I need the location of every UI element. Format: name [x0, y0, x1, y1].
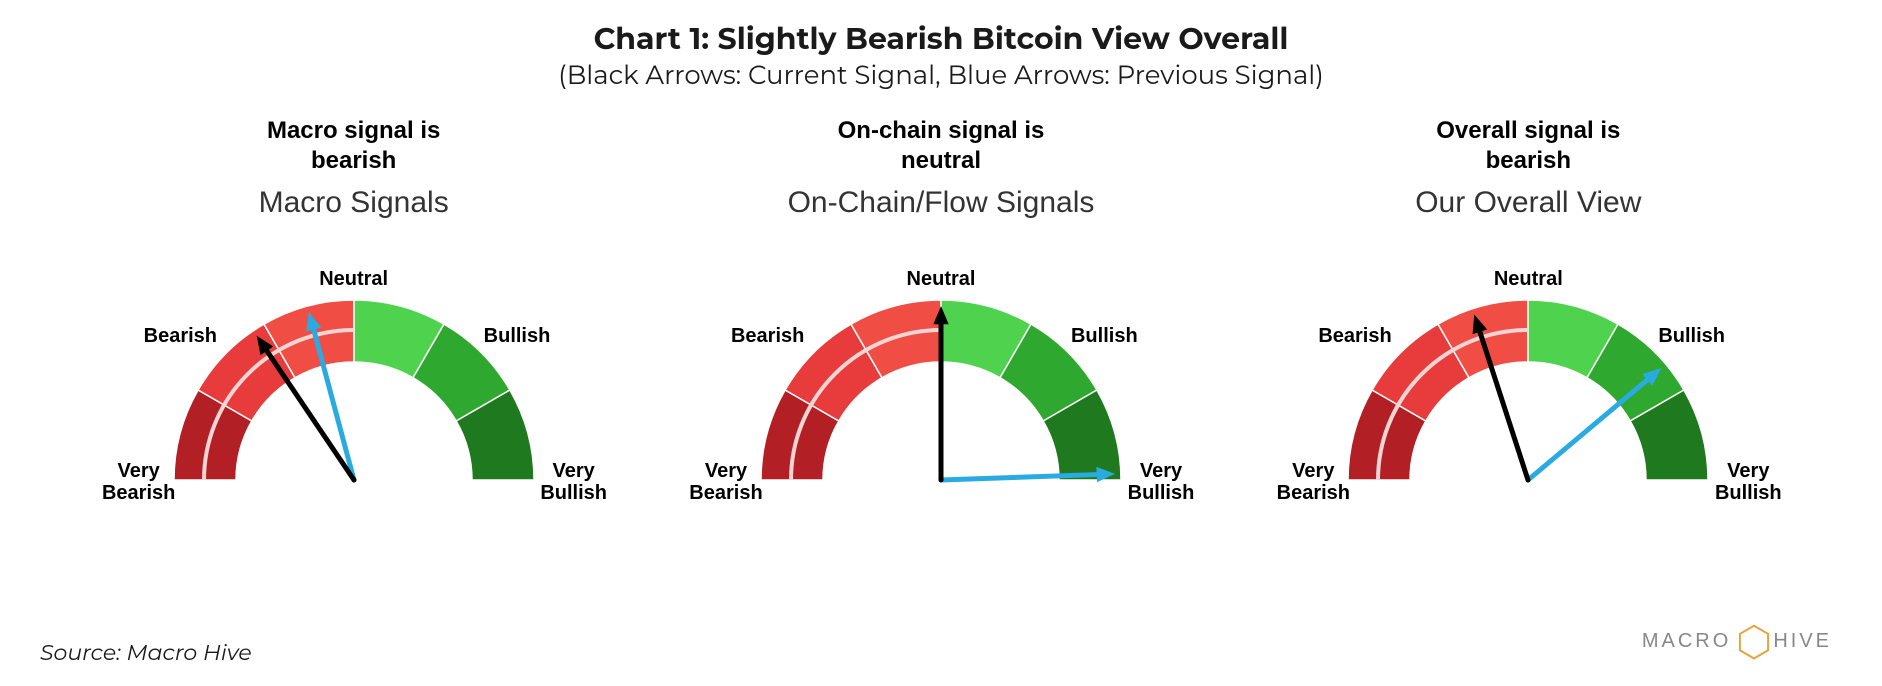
gauge-name: Our Overall View	[1258, 186, 1798, 220]
tick-bearish: Bearish	[144, 325, 234, 347]
brand-text-hive: HIVE	[1773, 630, 1832, 653]
tick-bullish: Bullish	[1071, 325, 1161, 347]
tick-very_bearish: Very Bearish	[681, 460, 771, 504]
tick-bullish: Bullish	[484, 325, 574, 347]
gauges-row: Macro signal is bearishMacro SignalsVery…	[40, 116, 1842, 520]
brand-text-macro: MACRO	[1642, 630, 1731, 653]
tick-neutral: Neutral	[1483, 268, 1573, 290]
tick-very_bullish: Very Bullish	[1703, 460, 1793, 504]
gauge-svg-wrap: Very Bearish Bearish Neutral Bullish Very Bu…	[84, 220, 624, 520]
tick-very_bullish: Very Bullish	[529, 460, 619, 504]
tick-bullish: Bullish	[1658, 325, 1748, 347]
gauge-name: On-Chain/Flow Signals	[671, 186, 1211, 220]
gauge-signal-text: Macro signal is bearish	[84, 116, 624, 178]
tick-very_bullish: Very Bullish	[1116, 460, 1206, 504]
brand-logo: MACRO HIVE	[1642, 623, 1832, 661]
tick-bearish: Bearish	[1318, 325, 1408, 347]
gauge-overall: Overall signal is bearish Our Overall Vie…	[1258, 116, 1798, 520]
hexagon-icon	[1737, 623, 1771, 661]
gauge-signal-text: Overall signal is bearish	[1258, 116, 1798, 178]
gauge-svg-wrap: Very Bearish Bearish Neutral Bullish Very Bu…	[671, 220, 1211, 520]
gauge-name: Macro Signals	[84, 186, 624, 220]
chart-subtitle: (Black Arrows: Current Signal, Blue Arro…	[40, 59, 1842, 91]
gauge-signal-text: On-chain signal is neutral	[671, 116, 1211, 178]
chart-header: Chart 1: Slightly Bearish Bitcoin View O…	[40, 20, 1842, 91]
tick-bearish: Bearish	[731, 325, 821, 347]
tick-very_bearish: Very Bearish	[94, 460, 184, 504]
tick-neutral: Neutral	[896, 268, 986, 290]
source-text: Source: Macro Hive	[40, 639, 252, 666]
tick-very_bearish: Very Bearish	[1268, 460, 1358, 504]
gauge-svg-wrap: Very Bearish Bearish Neutral Bullish Very Bu…	[1258, 220, 1798, 520]
tick-neutral: Neutral	[309, 268, 399, 290]
gauge-onchain: On-chain signal is neutral On-Chain/Flow …	[671, 116, 1211, 520]
gauge-macro: Macro signal is bearishMacro SignalsVery…	[84, 116, 624, 520]
chart-title: Chart 1: Slightly Bearish Bitcoin View O…	[40, 20, 1842, 57]
